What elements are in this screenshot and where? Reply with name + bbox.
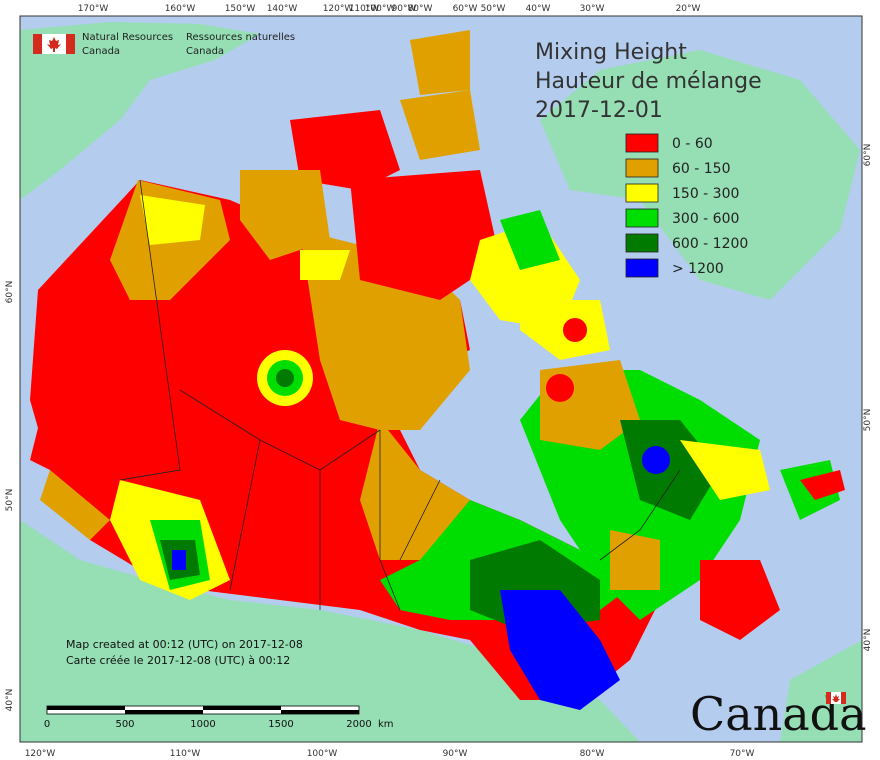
ellesmere-island [410, 30, 470, 95]
graticule-left: 60°N 50°N 40°N [5, 281, 15, 712]
quebec-red-spot [546, 374, 574, 402]
labrador-yellow [680, 440, 770, 500]
tick-top-12: 40°W [526, 4, 551, 14]
scale-label-0: 0 [44, 719, 50, 730]
scale-unit: km [378, 719, 394, 730]
scale-label-1500: 1500 [268, 719, 293, 730]
tick-top-10: 60°W [453, 4, 478, 14]
canada-wordmark: Canada [690, 687, 867, 741]
arctic-yellow [300, 250, 350, 280]
bc-coast-orange [40, 470, 110, 540]
tick-top-9: 80°W [408, 4, 433, 14]
legend-swatch [625, 158, 659, 178]
graticule-top: 170°W 160°W 150°W 140°W 120°W 110°W 100°… [78, 4, 701, 14]
tick-right-2: 50°N [863, 409, 873, 432]
rockies-blue [172, 550, 186, 570]
surrounding-land [20, 22, 862, 742]
tick-right-3: 40°N [863, 629, 873, 652]
scale-label-500: 500 [115, 719, 134, 730]
legend-label: 60 - 150 [672, 161, 731, 177]
legend-label: > 1200 [672, 261, 724, 277]
great-lakes-blue [500, 590, 620, 710]
baffin-green [500, 210, 560, 270]
legend-swatch [625, 258, 659, 278]
united-states-landmass [20, 520, 640, 742]
canada-mixing-height [30, 30, 845, 710]
tick-top-3: 150°W [225, 4, 256, 14]
newfoundland-red [800, 470, 845, 500]
tick-top-7: 100°W [365, 4, 396, 14]
note-english: Map created at 00:12 (UTC) on 2017-12-08 [66, 638, 303, 651]
scale-label-1000: 1000 [190, 719, 215, 730]
arctic-island-2 [400, 90, 480, 160]
arctic-island-3 [350, 170, 500, 300]
legend-swatch [625, 183, 659, 203]
scale-bar: 0 500 1000 1500 2000 km [44, 705, 394, 730]
wordmark-flag-icon [826, 692, 846, 704]
tick-bottom-3: 100°W [307, 749, 338, 759]
tick-top-8: 90°W [392, 4, 417, 14]
tick-top-6: 110°W [349, 4, 380, 14]
tick-top-4: 140°W [267, 4, 298, 14]
yukon-high [140, 195, 205, 245]
agency-signature: Natural Resources Canada Ressources natu… [33, 32, 295, 57]
title-english: Mixing Height [535, 40, 687, 65]
legend-label: 300 - 600 [672, 211, 739, 227]
legend-swatch [625, 233, 659, 253]
tick-top-5: 120°W [323, 4, 354, 14]
tick-bottom-1: 120°W [25, 749, 56, 759]
tick-bottom-2: 110°W [170, 749, 201, 759]
st-lawrence-orange [610, 530, 660, 590]
legend: 0 - 60 60 - 150 150 - 300 300 - 600 600 - 12… [625, 133, 748, 278]
arctic-island-4 [240, 170, 330, 260]
atlantic-landmass [780, 640, 862, 742]
quebec-blue-spot [642, 446, 670, 474]
haida-gwaii [30, 420, 60, 470]
canada-flag-icon [33, 34, 75, 54]
province-borders [119, 179, 681, 611]
agency-en-line1: Natural Resources [82, 32, 173, 43]
scale-label-2000: 2000 [346, 719, 371, 730]
note-french: Carte créée le 2017-12-08 (UTC) à 00:12 [66, 654, 290, 667]
title-french: Hauteur de mélange [535, 69, 762, 94]
agency-en-line2: Canada [82, 46, 120, 57]
legend-swatch [625, 133, 659, 153]
legend-label: 600 - 1200 [672, 236, 748, 252]
tick-top-14: 20°W [676, 4, 701, 14]
agency-fr-line1: Ressources naturelles [186, 32, 295, 43]
tick-bottom-6: 70°W [730, 749, 755, 759]
tick-left-2: 50°N [5, 489, 15, 512]
legend-label: 0 - 60 [672, 136, 713, 152]
maritimes-red [700, 560, 780, 640]
tick-top-13: 30°W [580, 4, 605, 14]
greenland-landmass [540, 50, 860, 300]
tick-top-11: 50°W [481, 4, 506, 14]
map-frame [19, 15, 863, 743]
tick-bottom-5: 80°W [580, 749, 605, 759]
legend-swatch [625, 208, 659, 228]
legend-label: 150 - 300 [672, 186, 739, 202]
graticule-bottom: 120°W 110°W 100°W 90°W 80°W 70°W [25, 749, 755, 759]
alaska-russia-landmass [20, 22, 260, 200]
tick-left-1: 60°N [5, 281, 15, 304]
agency-fr-line2: Canada [186, 46, 224, 57]
tick-left-3: 40°N [5, 689, 15, 712]
tick-top-2: 160°W [165, 4, 196, 14]
tick-right-1: 60°N [863, 144, 873, 167]
creation-note: Map created at 00:12 (UTC) on 2017-12-08… [66, 638, 303, 667]
map-title: Mixing Height Hauteur de mélange 2017-12… [535, 40, 762, 123]
title-date: 2017-12-01 [535, 98, 663, 123]
tick-bottom-4: 90°W [443, 749, 468, 759]
nwt-ring-dark [276, 369, 294, 387]
graticule-right: 60°N 50°N 40°N [863, 144, 873, 652]
baffin-red-spot [563, 318, 587, 342]
tick-top-1: 170°W [78, 4, 109, 14]
